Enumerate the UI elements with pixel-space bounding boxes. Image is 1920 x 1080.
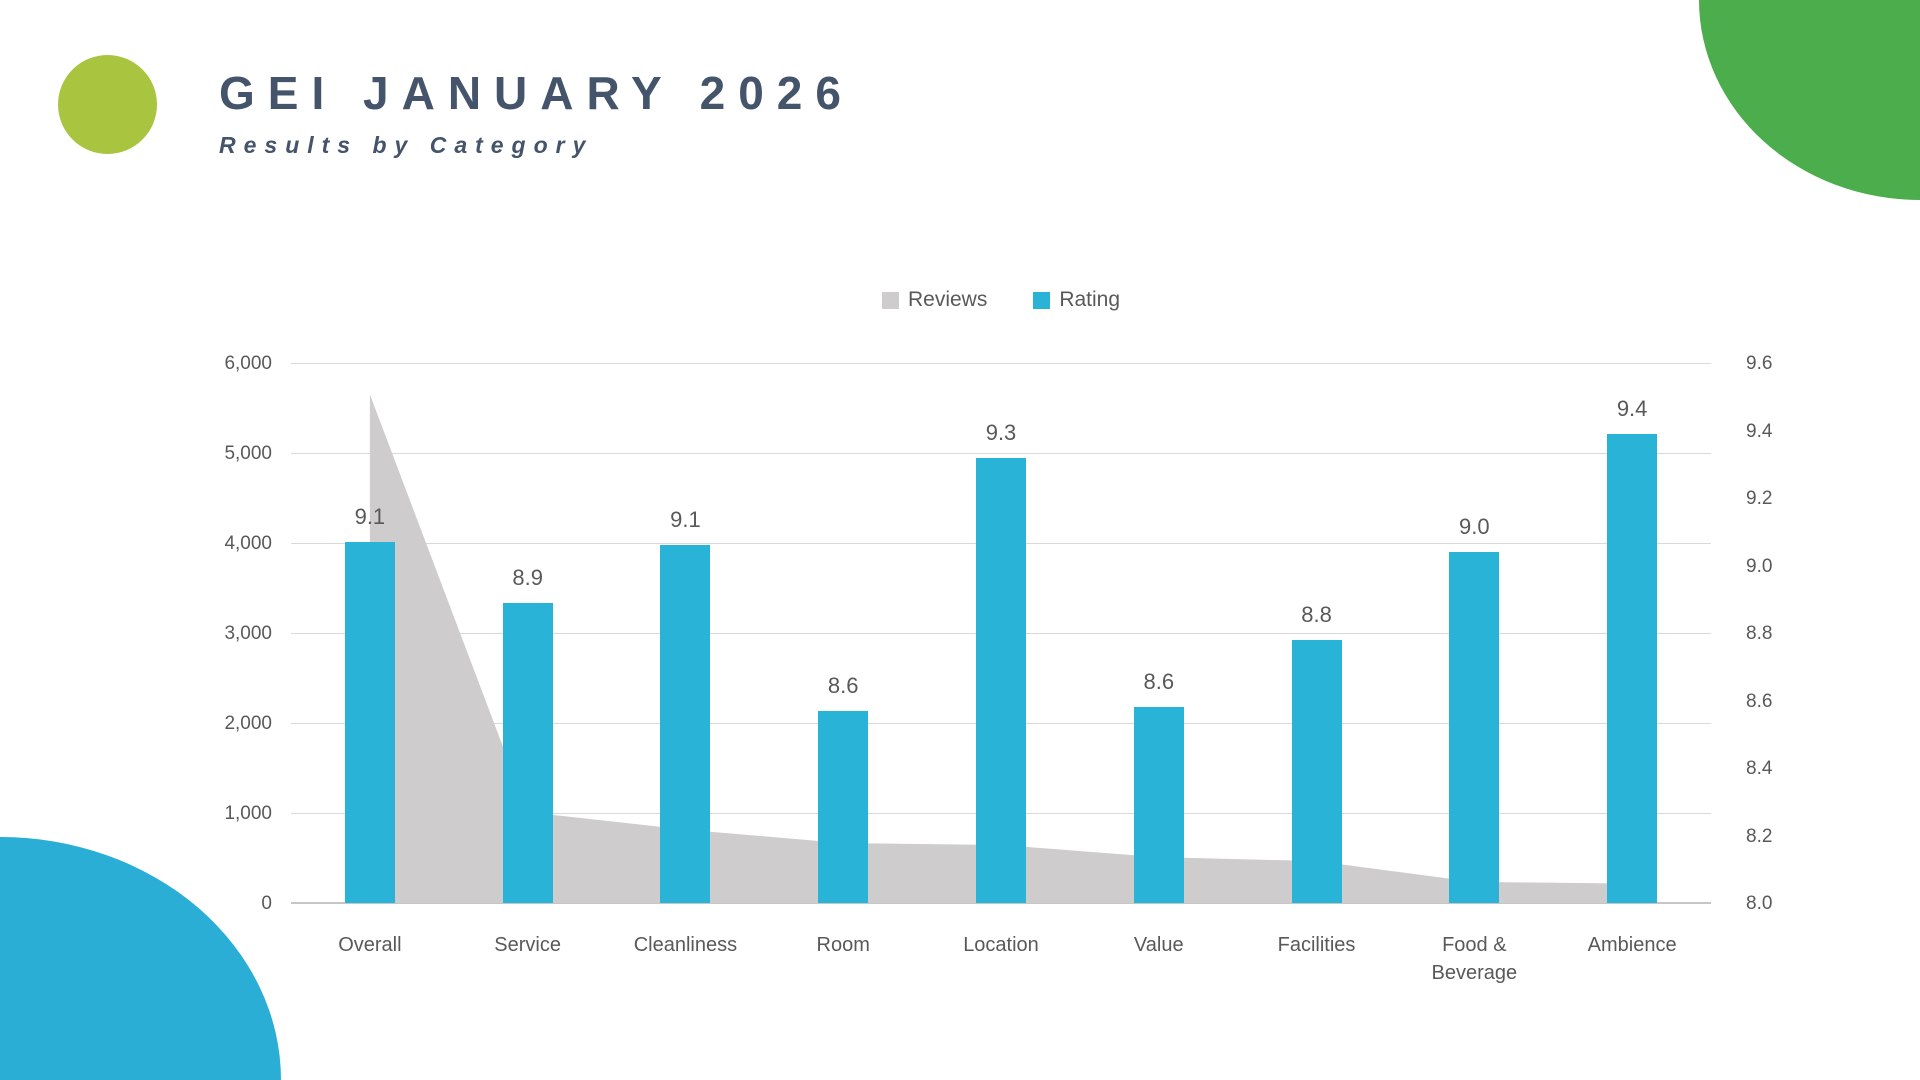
left-axis-tick-label: 3,000 <box>224 623 272 644</box>
legend-label-reviews: Reviews <box>907 288 988 311</box>
rating-swatch-icon <box>1033 291 1051 309</box>
legend-item-reviews: Reviews <box>881 288 988 312</box>
green-circle-decoration <box>58 55 157 154</box>
rating-data-label: 9.0 <box>1459 514 1490 539</box>
legend-label-rating: Rating <box>1059 288 1121 311</box>
rating-bar <box>1291 639 1342 903</box>
category-axis-label: Location <box>963 934 1039 956</box>
rating-data-label: 9.1 <box>354 503 386 529</box>
rating-bar <box>1607 433 1658 903</box>
rating-data-label: 8.9 <box>512 564 543 590</box>
rating-data-label: 9.3 <box>985 419 1017 445</box>
h-gridline <box>291 362 1711 364</box>
left-axis-tick-label: 1,000 <box>224 803 272 824</box>
left-axis-tick-label: 6,000 <box>224 353 272 374</box>
category-axis-label: Ambience <box>1587 934 1677 956</box>
rating-bar <box>1133 707 1184 903</box>
reviews-area-polygon <box>369 394 1633 903</box>
rating-data-label: 8.6 <box>827 672 859 698</box>
right-axis-tick-label: 8.4 <box>1746 758 1773 779</box>
rating-bar <box>818 710 869 903</box>
left-axis-tick-label: 0 <box>261 893 272 914</box>
h-gridline <box>291 452 1711 454</box>
right-axis-tick-label: 8.6 <box>1746 690 1773 712</box>
chart-legend: Reviews Rating <box>291 288 1711 312</box>
category-axis-label: Cleanliness <box>633 934 738 956</box>
category-axis-label: Value <box>1133 934 1184 956</box>
right-axis-tick-label: 9.4 <box>1746 420 1773 442</box>
right-axis-tick-label: 8.0 <box>1746 893 1773 914</box>
right-axis-tick-label: 9.6 <box>1746 353 1773 374</box>
legend-item-rating: Rating <box>1033 288 1120 312</box>
rating-bar <box>976 457 1026 903</box>
left-axis-tick-label: 5,000 <box>224 443 272 464</box>
left-axis-tick-label: 4,000 <box>224 533 272 554</box>
right-axis-tick-label: 9.0 <box>1746 555 1773 577</box>
left-axis-tick-label: 2,000 <box>224 713 272 734</box>
category-axis-label: Food & Beverage <box>1431 934 1518 984</box>
rating-data-label: 9.4 <box>1616 395 1648 421</box>
right-axis-tick-label: 8.2 <box>1746 825 1773 847</box>
reviews-swatch-icon <box>881 291 899 309</box>
category-axis-label: Room <box>816 934 870 956</box>
rating-data-label: 9.1 <box>670 507 701 533</box>
right-axis-tick-label: 8.8 <box>1746 623 1773 644</box>
right-axis-tick-label: 9.2 <box>1746 488 1773 509</box>
page-title: GEI JANUARY 2026 <box>219 67 854 119</box>
rating-data-label: 8.6 <box>1143 669 1175 695</box>
rating-bar <box>344 541 395 903</box>
rating-bar <box>660 545 711 903</box>
category-axis-label: Overall <box>338 934 402 956</box>
rating-data-label: 8.8 <box>1301 601 1332 627</box>
page-subtitle: Results by Category <box>219 132 594 158</box>
rating-bar <box>1449 552 1500 903</box>
slide-header: GEI JANUARY 2026 Results by Category <box>219 66 854 159</box>
category-axis-label: Facilities <box>1277 934 1356 956</box>
category-axis-label: Service <box>494 934 561 956</box>
rating-bar <box>502 602 553 903</box>
